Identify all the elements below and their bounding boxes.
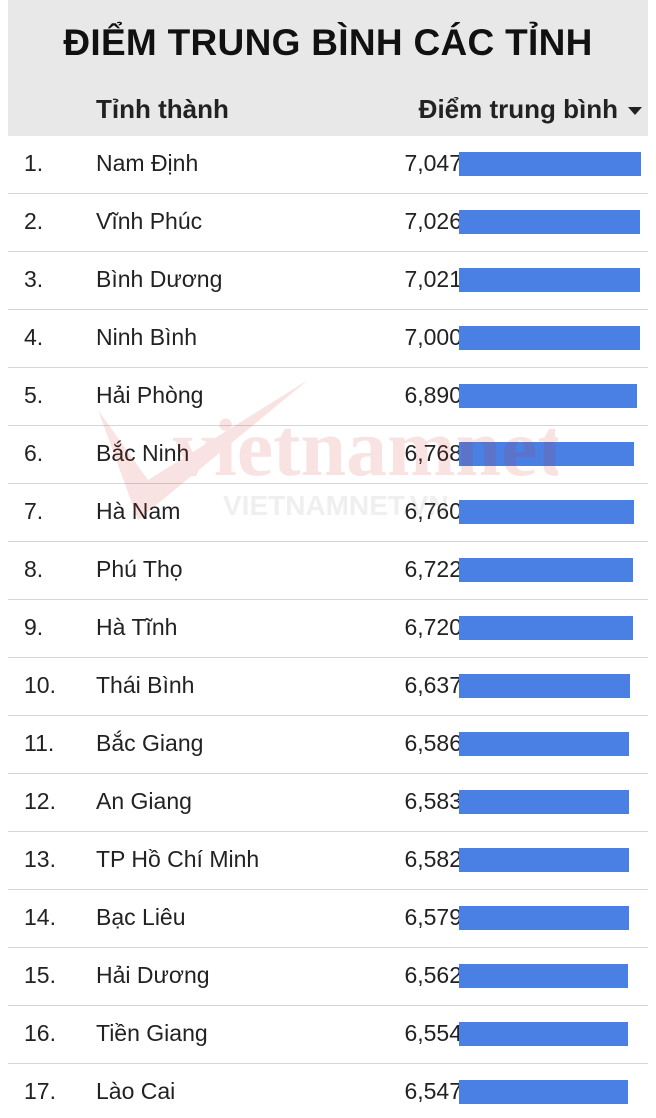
rank-label: 1. [24, 150, 44, 176]
score-bar [459, 268, 640, 292]
table-row: 2. Vĩnh Phúc 7,026 [8, 194, 648, 252]
table-row: 15. Hải Dương 6,562 [8, 948, 648, 1006]
score-value: 6,720 [404, 614, 462, 640]
score-value: 7,021 [404, 266, 462, 292]
score-bar [459, 1080, 628, 1104]
table-row: 10. Thái Bình 6,637 [8, 658, 648, 716]
rank-label: 16. [24, 1020, 56, 1046]
rank-label: 10. [24, 672, 56, 698]
score-value: 7,000 [404, 324, 462, 350]
score-value: 6,583 [404, 788, 462, 814]
table-row: 13. TP Hồ Chí Minh 6,582 [8, 832, 648, 890]
table-row: 3. Bình Dương 7,021 [8, 252, 648, 310]
province-name: Vĩnh Phúc [96, 208, 203, 234]
ranking-table: ĐIỂM TRUNG BÌNH CÁC TỈNH Tỉnh thành Điểm… [8, 0, 648, 1118]
province-name: Bình Dương [96, 266, 223, 292]
score-bar [459, 326, 640, 350]
table-row: 5. Hải Phòng 6,890 [8, 368, 648, 426]
table-row: 11. Bắc Giang 6,586 [8, 716, 648, 774]
rank-label: 17. [24, 1078, 56, 1104]
table-row: 16. Tiền Giang 6,554 [8, 1006, 648, 1064]
rank-label: 12. [24, 788, 56, 814]
score-value: 6,586 [404, 730, 462, 756]
score-value: 6,637 [404, 672, 462, 698]
table-row: 6. Bắc Ninh 6,768 [8, 426, 648, 484]
province-name: Hải Dương [96, 962, 210, 988]
province-name: Phú Thọ [96, 556, 183, 582]
province-name: TP Hồ Chí Minh [96, 846, 260, 872]
province-name: Hà Tĩnh [96, 614, 178, 640]
province-name: Bắc Ninh [96, 440, 190, 466]
score-bar [459, 848, 629, 872]
rank-label: 6. [24, 440, 44, 466]
province-name: Ninh Bình [96, 324, 198, 350]
province-name: Tiền Giang [96, 1020, 208, 1046]
rank-label: 3. [24, 266, 44, 292]
score-bar [459, 152, 641, 176]
table-header: Tỉnh thành Điểm trung bình [8, 86, 648, 136]
rank-label: 7. [24, 498, 44, 524]
score-bar [459, 732, 629, 756]
rank-label: 4. [24, 324, 44, 350]
score-bar [459, 442, 634, 466]
score-bar [459, 210, 640, 234]
province-name: Hà Nam [96, 498, 181, 524]
rank-label: 9. [24, 614, 44, 640]
score-bar [459, 558, 633, 582]
table-row: 12. An Giang 6,583 [8, 774, 648, 832]
table-body: 1. Nam Định 7,047 2. Vĩnh Phúc 7,026 3. Bình Dư… [8, 136, 648, 1118]
score-bar [459, 616, 633, 640]
score-value: 7,047 [404, 150, 462, 176]
table-row: 4. Ninh Bình 7,000 [8, 310, 648, 368]
table-row: 8. Phú Thọ 6,722 [8, 542, 648, 600]
province-name: Lào Cai [96, 1078, 176, 1104]
score-value: 6,547 [404, 1078, 462, 1104]
province-name: An Giang [96, 788, 192, 814]
province-name: Bạc Liêu [96, 904, 186, 930]
score-value: 6,760 [404, 498, 462, 524]
score-bar [459, 790, 629, 814]
province-name: Nam Định [96, 150, 199, 176]
score-bar [459, 500, 634, 524]
score-value: 6,579 [404, 904, 462, 930]
rank-label: 8. [24, 556, 44, 582]
page-title: ĐIỂM TRUNG BÌNH CÁC TỈNH [8, 0, 648, 86]
table-row: 17. Lào Cai 6,547 [8, 1064, 648, 1118]
province-name: Thái Bình [96, 672, 195, 698]
score-bar [459, 964, 628, 988]
caret-down-icon[interactable] [628, 107, 642, 115]
score-value: 6,582 [404, 846, 462, 872]
column-header-score[interactable]: Điểm trung bình [418, 94, 618, 124]
table-row: 7. Hà Nam 6,760 [8, 484, 648, 542]
score-bar [459, 384, 637, 408]
rank-label: 13. [24, 846, 56, 872]
province-name: Hải Phòng [96, 382, 204, 408]
column-header-province[interactable]: Tỉnh thành [96, 94, 229, 124]
rank-label: 2. [24, 208, 44, 234]
score-bar [459, 674, 630, 698]
score-bar [459, 1022, 628, 1046]
score-value: 6,554 [404, 1020, 462, 1046]
table-row: 1. Nam Định 7,047 [8, 136, 648, 194]
score-value: 7,026 [404, 208, 462, 234]
rank-label: 5. [24, 382, 44, 408]
score-bar [459, 906, 629, 930]
rank-label: 14. [24, 904, 56, 930]
table-row: 9. Hà Tĩnh 6,720 [8, 600, 648, 658]
score-value: 6,768 [404, 440, 462, 466]
table-row: 14. Bạc Liêu 6,579 [8, 890, 648, 948]
rank-label: 11. [24, 730, 55, 756]
province-name: Bắc Giang [96, 730, 204, 756]
rank-label: 15. [24, 962, 56, 988]
score-value: 6,890 [404, 382, 462, 408]
score-value: 6,722 [404, 556, 462, 582]
score-value: 6,562 [404, 962, 462, 988]
